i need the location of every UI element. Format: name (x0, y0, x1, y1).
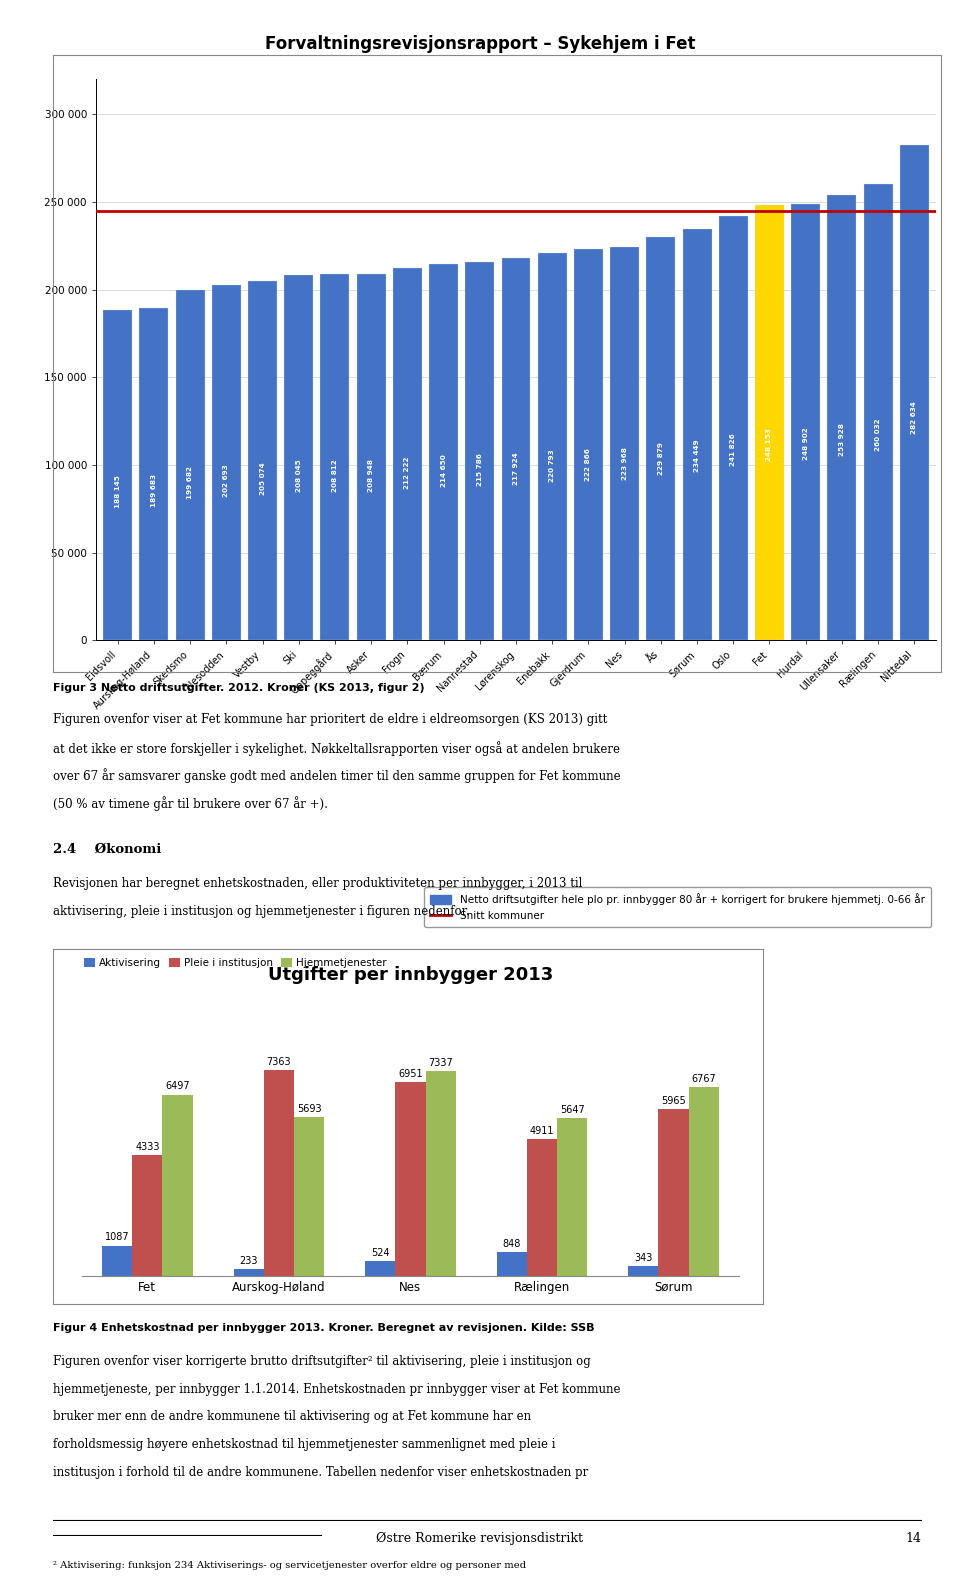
Text: 229 879: 229 879 (658, 443, 663, 476)
Bar (102, 1246, 132, 1276)
Title: Utgifter per innbygger 2013: Utgifter per innbygger 2013 (268, 966, 553, 985)
Text: 214 650: 214 650 (441, 454, 446, 487)
Bar (212, 285, 241, 640)
Bar (264, 1070, 294, 1276)
Text: 215 786: 215 786 (477, 454, 483, 487)
Bar (900, 144, 928, 640)
Bar (527, 1138, 557, 1276)
Legend: Netto driftsutgifter hele plo pr. innbygger 80 år + korrigert for brukere hjemme: Netto driftsutgifter hele plo pr. innbyg… (424, 887, 931, 926)
Bar (321, 274, 349, 640)
Text: 6951: 6951 (398, 1069, 422, 1078)
Bar (357, 274, 386, 640)
Bar (646, 237, 675, 640)
Bar (429, 264, 458, 640)
Text: 188 145: 188 145 (115, 476, 121, 508)
Bar (538, 253, 566, 640)
Bar (294, 1118, 324, 1276)
Text: 208 045: 208 045 (296, 460, 301, 492)
Text: institusjon i forhold til de andre kommunene. Tabellen nedenfor viser enhetskost: institusjon i forhold til de andre kommu… (53, 1466, 588, 1478)
Text: 343: 343 (634, 1254, 653, 1263)
Text: 6767: 6767 (691, 1073, 716, 1083)
Text: (50 % av timene går til brukere over 67 år +).: (50 % av timene går til brukere over 67 … (53, 795, 327, 811)
Text: 282 634: 282 634 (911, 402, 917, 433)
Bar (501, 258, 531, 640)
Text: 233: 233 (239, 1255, 258, 1266)
Text: at det ikke er store forskjeller i sykelighet. Nøkkeltallsrapporten viser også a: at det ikke er store forskjeller i sykel… (53, 740, 620, 756)
Text: 202 693: 202 693 (224, 463, 229, 496)
Bar (396, 1081, 425, 1276)
Text: 205 074: 205 074 (259, 462, 266, 495)
Text: 4911: 4911 (530, 1126, 554, 1135)
Bar (248, 280, 277, 640)
Bar (393, 269, 421, 640)
Text: 248 902: 248 902 (803, 427, 808, 460)
Text: 7337: 7337 (428, 1058, 453, 1067)
Bar (284, 275, 313, 640)
Bar (719, 217, 748, 640)
Text: 5965: 5965 (661, 1096, 685, 1107)
Text: ² Aktivisering: funksjon 234 Aktiviserings- og servicetjenester overfor eldre og: ² Aktivisering: funksjon 234 Aktiviserin… (53, 1560, 526, 1570)
Text: 524: 524 (371, 1247, 390, 1258)
Text: 2.4    Økonomi: 2.4 Økonomi (53, 843, 161, 855)
Text: 5693: 5693 (297, 1104, 322, 1113)
Text: 223 968: 223 968 (622, 447, 628, 481)
Text: Figur 3 Netto driftsutgifter. 2012. Kroner (KS 2013, figur 2): Figur 3 Netto driftsutgifter. 2012. Kron… (53, 683, 424, 692)
Text: 241 826: 241 826 (731, 433, 736, 466)
Bar (557, 1118, 588, 1276)
Legend: Aktivisering, Pleie i institusjon, Hjemmetjenester: Aktivisering, Pleie i institusjon, Hjemm… (81, 953, 391, 972)
Text: 189 683: 189 683 (151, 474, 156, 508)
Text: Revisjonen har beregnet enhetskostnaden, eller produktiviteten per innbygger, i : Revisjonen har beregnet enhetskostnaden,… (53, 877, 582, 890)
Text: 5647: 5647 (560, 1105, 585, 1115)
Text: 220 793: 220 793 (549, 449, 555, 482)
Text: 234 449: 234 449 (694, 440, 700, 471)
Text: Forvaltningsrevisjonsrapport – Sykehjem i Fet: Forvaltningsrevisjonsrapport – Sykehjem … (265, 35, 695, 52)
Text: forholdsmessig høyere enhetskostnad til hjemmetjenester sammenlignet med pleie i: forholdsmessig høyere enhetskostnad til … (53, 1439, 555, 1451)
Bar (233, 1270, 264, 1276)
Text: 222 866: 222 866 (586, 447, 591, 481)
Text: 14: 14 (905, 1532, 922, 1545)
Bar (139, 308, 168, 640)
Text: 4333: 4333 (135, 1141, 159, 1151)
Text: 848: 848 (502, 1240, 521, 1249)
Text: over 67 år samsvarer ganske godt med andelen timer til den samme gruppen for Fet: over 67 år samsvarer ganske godt med and… (53, 768, 620, 783)
Text: 212 222: 212 222 (404, 457, 410, 489)
Text: 199 682: 199 682 (187, 466, 193, 500)
Bar (688, 1088, 719, 1276)
Bar (659, 1110, 688, 1276)
Bar (574, 250, 603, 640)
Bar (683, 229, 711, 640)
Text: Figur 4 Enhetskostnad per innbygger 2013. Kroner. Beregnet av revisjonen. Kilde:: Figur 4 Enhetskostnad per innbygger 2013… (53, 1323, 594, 1333)
Bar (755, 206, 784, 640)
Bar (791, 204, 820, 640)
Text: Figuren ovenfor viser at Fet kommune har prioritert de eldre i eldreomsorgen (KS: Figuren ovenfor viser at Fet kommune har… (53, 713, 607, 726)
Text: Østre Romerike revisjonsdistrikt: Østre Romerike revisjonsdistrikt (376, 1532, 584, 1545)
Text: 6497: 6497 (165, 1081, 190, 1091)
Text: 260 032: 260 032 (876, 419, 881, 452)
Bar (162, 1094, 193, 1276)
Text: 217 924: 217 924 (513, 452, 519, 485)
Text: bruker mer enn de andre kommunene til aktivisering og at Fet kommune har en: bruker mer enn de andre kommunene til ak… (53, 1410, 531, 1423)
Bar (864, 185, 893, 640)
Text: 248 153: 248 153 (766, 428, 773, 460)
Bar (628, 1266, 659, 1276)
Bar (176, 289, 204, 640)
Text: 208 948: 208 948 (369, 458, 374, 492)
Bar (496, 1252, 527, 1276)
Bar (132, 1156, 162, 1276)
Text: hjemmetjeneste, per innbygger 1.1.2014. Enhetskostnaden pr innbygger viser at Fe: hjemmetjeneste, per innbygger 1.1.2014. … (53, 1382, 620, 1396)
Bar (425, 1072, 456, 1276)
Bar (365, 1262, 396, 1276)
Bar (104, 310, 132, 640)
Text: 7363: 7363 (267, 1058, 291, 1067)
Bar (611, 248, 639, 640)
Text: Figuren ovenfor viser korrigerte brutto driftsutgifter² til aktivisering, pleie : Figuren ovenfor viser korrigerte brutto … (53, 1355, 590, 1368)
Bar (828, 194, 856, 640)
Text: 208 812: 208 812 (332, 458, 338, 492)
Text: 253 928: 253 928 (839, 424, 845, 457)
Bar (466, 262, 494, 640)
Text: 1087: 1087 (105, 1232, 130, 1243)
Text: aktivisering, pleie i institusjon og hjemmetjenester i figuren nedenfor.: aktivisering, pleie i institusjon og hje… (53, 904, 469, 919)
